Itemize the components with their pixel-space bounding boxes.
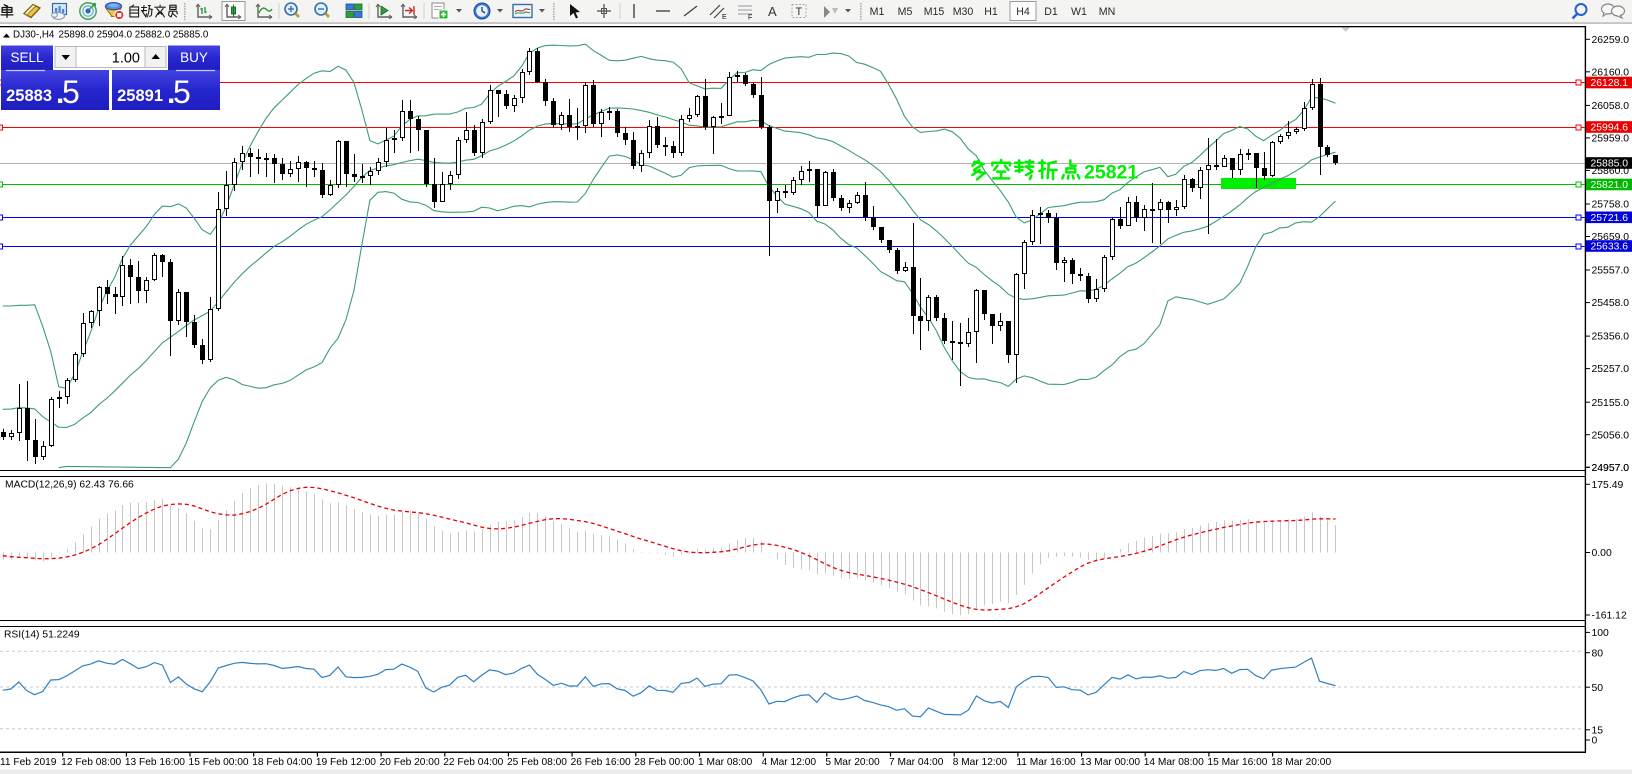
svg-text:M15: M15 xyxy=(924,6,945,18)
svg-text:25659.0: 25659.0 xyxy=(1592,232,1630,243)
svg-text:MACD(12,26,9) 62.43 76.66: MACD(12,26,9) 62.43 76.66 xyxy=(5,479,134,490)
svg-text:T: T xyxy=(796,6,803,18)
svg-text:1.00: 1.00 xyxy=(112,51,140,67)
svg-text:0.00: 0.00 xyxy=(1592,548,1612,559)
svg-text:DJ30-,H4: DJ30-,H4 xyxy=(13,30,55,41)
svg-text:8 Mar 12:00: 8 Mar 12:00 xyxy=(953,757,1008,768)
svg-text:25898.0 25904.0 25882.0 25885.: 25898.0 25904.0 25882.0 25885.0 xyxy=(59,30,209,41)
svg-text:25885.0: 25885.0 xyxy=(1591,159,1629,170)
svg-text:80: 80 xyxy=(1592,648,1604,659)
svg-text:20 Feb 20:00: 20 Feb 20:00 xyxy=(380,757,440,768)
svg-text:26128.1: 26128.1 xyxy=(1591,78,1629,89)
svg-text:25633.6: 25633.6 xyxy=(1591,242,1629,253)
svg-text:25155.0: 25155.0 xyxy=(1592,398,1630,409)
svg-text:0: 0 xyxy=(1592,736,1598,747)
svg-text:12 Feb 08:00: 12 Feb 08:00 xyxy=(61,757,121,768)
svg-text:11 Feb 2019: 11 Feb 2019 xyxy=(0,757,57,768)
svg-text:13 Feb 16:00: 13 Feb 16:00 xyxy=(125,757,185,768)
svg-text:M30: M30 xyxy=(953,6,974,18)
svg-text:19 Feb 12:00: 19 Feb 12:00 xyxy=(316,757,376,768)
svg-text:28 Feb 00:00: 28 Feb 00:00 xyxy=(634,757,694,768)
svg-text:26 Feb 16:00: 26 Feb 16:00 xyxy=(571,757,631,768)
svg-text:175.49: 175.49 xyxy=(1592,480,1624,491)
svg-text:RSI(14) 51.2249: RSI(14) 51.2249 xyxy=(4,629,80,640)
svg-text:.: . xyxy=(56,77,64,110)
svg-text:D1: D1 xyxy=(1044,6,1058,18)
svg-text:BUY: BUY xyxy=(180,50,208,65)
svg-text:26058.0: 26058.0 xyxy=(1592,101,1630,112)
svg-text:5 Mar 20:00: 5 Mar 20:00 xyxy=(825,757,880,768)
svg-text:13 Mar 00:00: 13 Mar 00:00 xyxy=(1080,757,1140,768)
svg-text:50: 50 xyxy=(1592,683,1604,694)
svg-text:H1: H1 xyxy=(984,6,998,18)
svg-text:15 Feb 00:00: 15 Feb 00:00 xyxy=(189,757,249,768)
svg-text:F: F xyxy=(748,15,752,22)
svg-text:5: 5 xyxy=(62,74,80,110)
svg-text:25 Feb 08:00: 25 Feb 08:00 xyxy=(507,757,567,768)
svg-text:18 Mar 20:00: 18 Mar 20:00 xyxy=(1271,757,1331,768)
svg-text:26160.0: 26160.0 xyxy=(1592,67,1630,78)
svg-text:25891: 25891 xyxy=(117,87,163,105)
svg-text:4 Mar 12:00: 4 Mar 12:00 xyxy=(762,757,817,768)
svg-text:15: 15 xyxy=(1592,725,1604,736)
svg-text:W1: W1 xyxy=(1071,6,1087,18)
svg-text:22 Feb 04:00: 22 Feb 04:00 xyxy=(443,757,503,768)
svg-text:25557.0: 25557.0 xyxy=(1592,266,1630,277)
svg-text:24957.0: 24957.0 xyxy=(1592,463,1630,474)
svg-text:A: A xyxy=(768,4,777,19)
svg-text:24957.0: 24957.0 xyxy=(1592,463,1630,474)
svg-text:25994.6: 25994.6 xyxy=(1591,123,1629,134)
svg-text:25821: 25821 xyxy=(1084,162,1138,184)
svg-text:25758.0: 25758.0 xyxy=(1592,200,1630,211)
svg-text:25458.0: 25458.0 xyxy=(1592,298,1630,309)
svg-text:1 Mar 08:00: 1 Mar 08:00 xyxy=(698,757,753,768)
svg-text:18 Feb 04:00: 18 Feb 04:00 xyxy=(252,757,312,768)
svg-text:M1: M1 xyxy=(870,6,885,18)
svg-text:14 Mar 08:00: 14 Mar 08:00 xyxy=(1144,757,1204,768)
svg-text:25821.0: 25821.0 xyxy=(1591,180,1629,191)
svg-text:25860.0: 25860.0 xyxy=(1592,166,1630,177)
svg-text:E: E xyxy=(722,14,727,21)
svg-text:7 Mar 04:00: 7 Mar 04:00 xyxy=(889,757,944,768)
svg-text:-161.12: -161.12 xyxy=(1592,611,1627,622)
svg-text:11 Mar 16:00: 11 Mar 16:00 xyxy=(1016,757,1076,768)
svg-text:.: . xyxy=(167,77,175,110)
svg-text:25356.0: 25356.0 xyxy=(1592,332,1630,343)
svg-text:25721.6: 25721.6 xyxy=(1591,213,1629,224)
svg-text:25959.0: 25959.0 xyxy=(1592,134,1630,145)
svg-text:25056.0: 25056.0 xyxy=(1592,430,1630,441)
svg-text:26259.0: 26259.0 xyxy=(1592,35,1630,46)
svg-text:25883: 25883 xyxy=(6,87,52,105)
svg-text:H4: H4 xyxy=(1016,6,1030,18)
svg-text:MN: MN xyxy=(1099,6,1115,18)
svg-text:SELL: SELL xyxy=(10,50,44,65)
svg-text:15 Mar 16:00: 15 Mar 16:00 xyxy=(1207,757,1267,768)
svg-text:M5: M5 xyxy=(898,6,913,18)
svg-text:5: 5 xyxy=(173,74,191,110)
svg-text:25257.0: 25257.0 xyxy=(1592,364,1630,375)
svg-text:100: 100 xyxy=(1592,628,1610,639)
